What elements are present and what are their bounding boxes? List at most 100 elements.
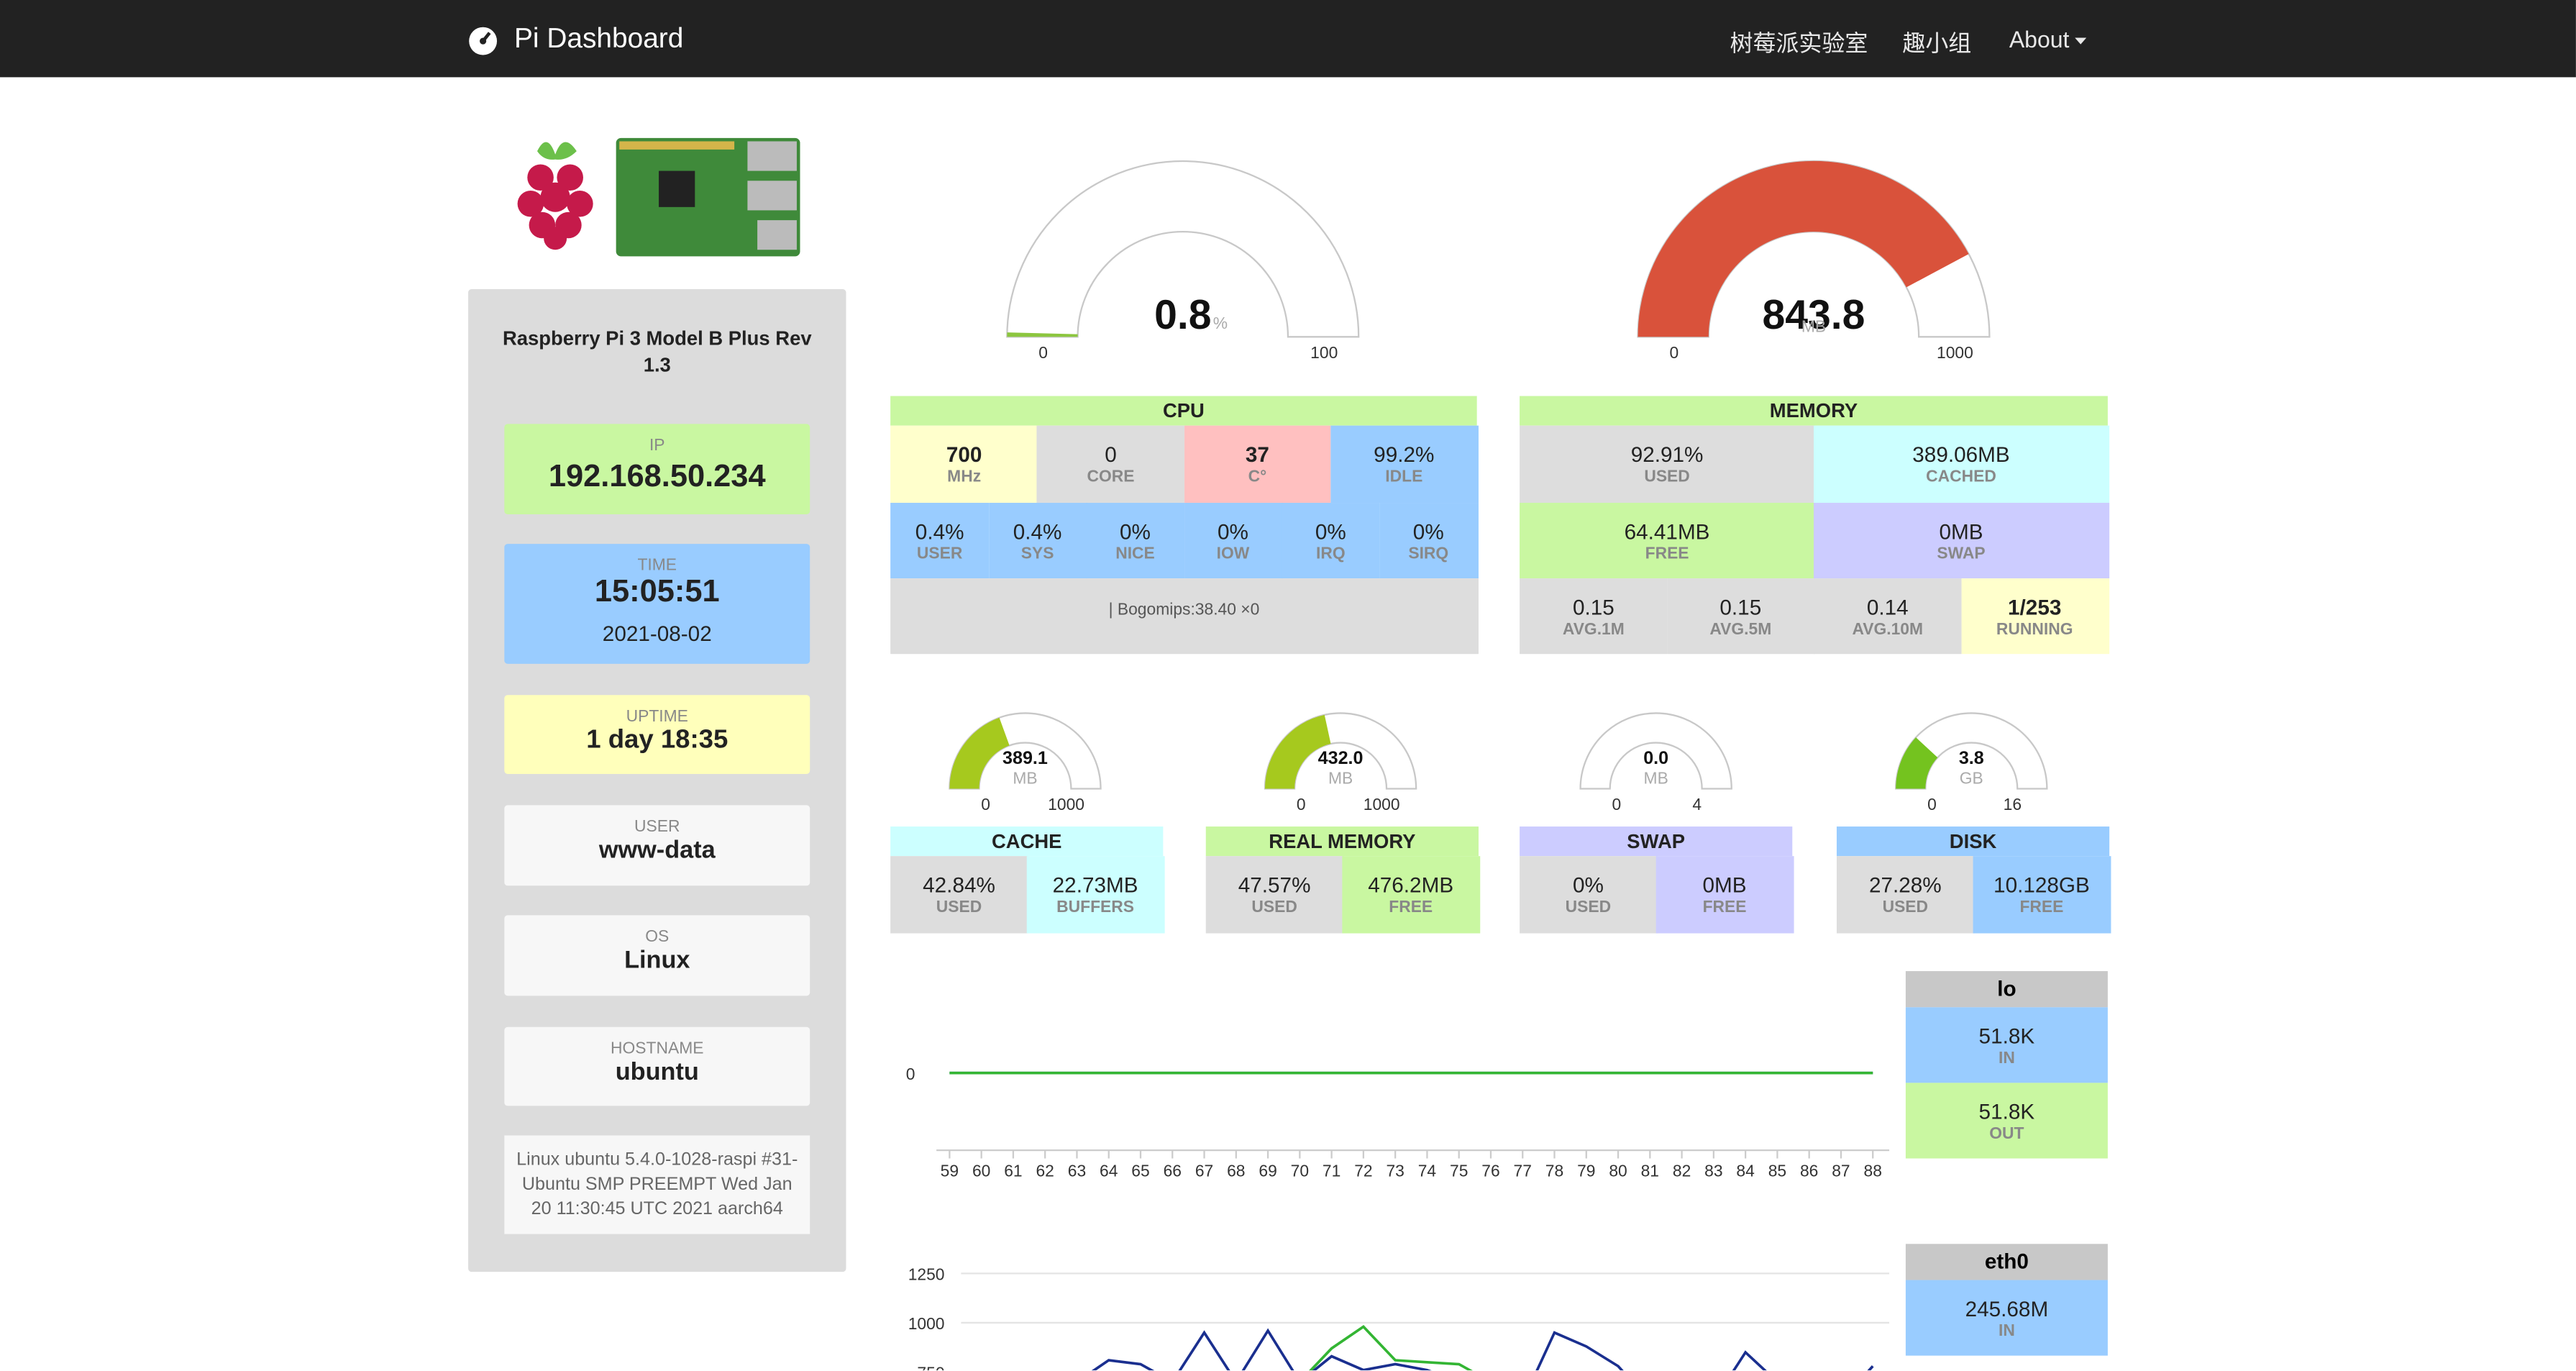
x-tick-label: 62 bbox=[1036, 1162, 1054, 1180]
table-cell: 0% NICE bbox=[1085, 503, 1185, 579]
card-sub: 2021-08-02 bbox=[602, 621, 712, 646]
cell-value: 10.128GB bbox=[1993, 873, 2090, 898]
brand-icon bbox=[469, 27, 498, 55]
x-tick-label: 74 bbox=[1418, 1162, 1437, 1180]
x-tick-label: 61 bbox=[1004, 1162, 1022, 1180]
gauge-readout: 0.8 bbox=[1154, 292, 1211, 338]
table-cell: 0MB SWAP bbox=[1813, 503, 2109, 579]
gauge-unit: MB bbox=[1013, 769, 1037, 788]
gauge-track bbox=[1579, 712, 1732, 790]
gauge-readout: 0.0 bbox=[1643, 748, 1668, 768]
x-tick-label: 84 bbox=[1736, 1162, 1755, 1180]
brand[interactable]: Pi Dashboard bbox=[514, 22, 684, 55]
cell-label: BUFFERS bbox=[1056, 898, 1135, 917]
gauge-max: 4 bbox=[1692, 795, 1702, 814]
gauge-max: 1000 bbox=[1048, 795, 1084, 814]
navbar: Pi Dashboard 树莓派实验室 趣小组 About bbox=[0, 0, 2576, 78]
series-line bbox=[1091, 1328, 1874, 1371]
cell-value: 37 bbox=[1245, 442, 1269, 467]
gauge-min: 0 bbox=[1612, 795, 1621, 814]
card-value: ubuntu bbox=[615, 1058, 699, 1086]
gauge-min: 0 bbox=[1297, 795, 1306, 814]
gauge-unit: GB bbox=[1960, 769, 1983, 788]
info-card: IP 192.168.50.234 bbox=[504, 424, 810, 515]
card-value: 1 day 18:35 bbox=[586, 726, 729, 755]
x-tick-label: 78 bbox=[1545, 1162, 1563, 1180]
card-label: TIME bbox=[637, 557, 677, 575]
cell-label: RUNNING bbox=[1996, 621, 2073, 639]
x-tick-label: 85 bbox=[1768, 1162, 1786, 1180]
gauge-track bbox=[1895, 712, 2048, 790]
card-label: OS bbox=[645, 928, 670, 947]
nav-link[interactable]: About bbox=[2009, 26, 2070, 53]
cell-value: 700 bbox=[946, 442, 982, 467]
x-tick-label: 77 bbox=[1514, 1162, 1532, 1180]
cell-value: 64.41MB bbox=[1624, 519, 1710, 545]
table-cell: 0MB FREE bbox=[1655, 856, 1794, 934]
net-value: 51.8K bbox=[1978, 1024, 2035, 1049]
gauge-readout: 3.8 bbox=[1959, 748, 1984, 768]
cell-value: 0.15 bbox=[1572, 594, 1614, 620]
card-value: Linux bbox=[624, 946, 690, 975]
cell-label: USED bbox=[1882, 898, 1929, 917]
gauge-unit: MB bbox=[1801, 316, 1826, 335]
x-tick-label: 81 bbox=[1641, 1162, 1659, 1180]
gauge-max: 16 bbox=[2004, 795, 2022, 814]
table-header: REAL MEMORY bbox=[1205, 826, 1479, 857]
y-tick-label: 0 bbox=[906, 1065, 915, 1083]
gauge-unit: MB bbox=[1644, 769, 1668, 788]
cell-value: 1/253 bbox=[2008, 594, 2062, 620]
gauge-value bbox=[1638, 160, 1969, 337]
table-cell: 99.2% IDLE bbox=[1330, 425, 1478, 504]
cell-value: 0.4% bbox=[1013, 519, 1062, 545]
cell-label: USER bbox=[916, 545, 963, 564]
table-cell: 0.4% USER bbox=[890, 503, 990, 579]
x-tick-label: 82 bbox=[1673, 1162, 1691, 1180]
x-tick-label: 80 bbox=[1609, 1162, 1627, 1180]
card-value: www-data bbox=[598, 836, 716, 865]
x-tick-label: 73 bbox=[1386, 1162, 1404, 1180]
cell-value: 476.2MB bbox=[1368, 873, 1454, 898]
table-header: MEMORY bbox=[1520, 396, 2108, 426]
net-label: IN bbox=[1998, 1322, 2015, 1342]
y-tick-label: 1250 bbox=[908, 1265, 945, 1284]
cell-label: CORE bbox=[1087, 468, 1135, 487]
logos bbox=[517, 137, 800, 257]
info-card: OS Linux bbox=[504, 915, 810, 996]
net-label: OUT bbox=[1989, 1125, 2024, 1144]
gauge-readout: 389.1 bbox=[1002, 748, 1048, 768]
table-cell: 0.4% SYS bbox=[988, 503, 1087, 579]
table-cell: 0.15 AVG.5M bbox=[1666, 578, 1815, 655]
cell-label: FREE bbox=[1389, 898, 1433, 917]
cell-label: FREE bbox=[2019, 898, 2064, 917]
cell-value: 27.28% bbox=[1868, 873, 1942, 898]
table-cell: | Bogomips:38.40 ×0 bbox=[890, 578, 1478, 655]
table-cell: 0% IRQ bbox=[1281, 503, 1380, 579]
table-cell: 0% SIRQ bbox=[1379, 503, 1478, 579]
gauge-min: 0 bbox=[1038, 343, 1048, 362]
gauge-min: 0 bbox=[1669, 343, 1678, 362]
gauge-unit: % bbox=[1213, 314, 1228, 332]
net-value: 51.8K bbox=[1978, 1099, 2035, 1124]
cell-label: USED bbox=[936, 898, 982, 917]
cell-value: 0% bbox=[1412, 519, 1444, 545]
y-tick-label: 1000 bbox=[908, 1314, 945, 1333]
cell-label: FREE bbox=[1645, 545, 1689, 564]
cell-value: 99.2% bbox=[1374, 442, 1435, 467]
table-cell: 0.15 AVG.1M bbox=[1520, 578, 1668, 655]
nav-link[interactable]: 趣小组 bbox=[1902, 29, 1972, 56]
caret bbox=[2075, 37, 2087, 45]
nav-link[interactable]: 树莓派实验室 bbox=[1730, 29, 1868, 56]
net-header: eth0 bbox=[1905, 1244, 2108, 1280]
y-tick-label: 750 bbox=[917, 1364, 944, 1371]
net-box: 51.8K IN bbox=[1905, 1007, 2108, 1083]
net-value: 245.68M bbox=[1965, 1296, 2049, 1321]
table-cell: 22.73MB BUFFERS bbox=[1026, 856, 1164, 934]
x-tick-label: 66 bbox=[1164, 1162, 1182, 1180]
table-cell: 476.2MB FREE bbox=[1342, 856, 1480, 934]
table-cell: 10.128GB FREE bbox=[1973, 856, 2111, 934]
x-tick-label: 70 bbox=[1291, 1162, 1309, 1180]
gauge-min: 0 bbox=[981, 795, 990, 814]
table-cell: 700 MHz bbox=[890, 425, 1038, 504]
